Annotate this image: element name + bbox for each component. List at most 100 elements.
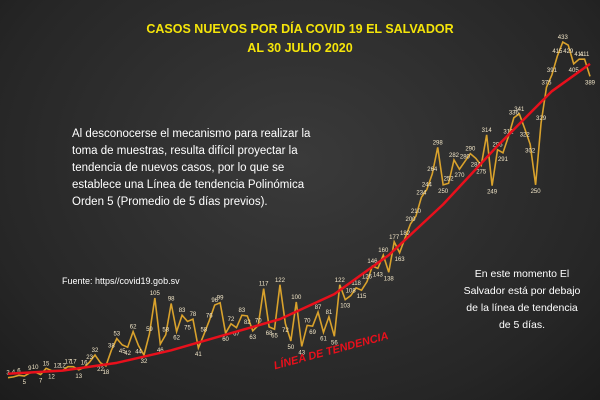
data-label: 252: [444, 176, 455, 182]
data-label: 375: [541, 80, 552, 86]
data-label: 210: [411, 209, 422, 215]
data-label: 67: [233, 332, 240, 338]
data-label: 12: [54, 364, 61, 370]
data-label: 433: [558, 35, 569, 41]
data-label: 249: [487, 190, 498, 196]
data-label: 15: [43, 361, 50, 367]
description: Al desconocerse el mecanismo para realiz…: [72, 128, 311, 208]
data-label: 389: [585, 80, 596, 86]
data-label: 87: [315, 305, 322, 311]
trend-line: [7, 62, 591, 376]
data-label: 38: [108, 343, 115, 349]
title-block: CASOS NUEVOS POR DÍA COVID 19 EL SALVADO…: [0, 20, 600, 58]
data-label: 17: [70, 360, 77, 366]
data-label: 63: [249, 335, 256, 341]
source: Fuente: https//covid19.gob.sv: [62, 276, 180, 286]
data-label: 76: [206, 314, 213, 320]
data-label: 329: [536, 116, 547, 122]
data-label: 12: [48, 375, 55, 381]
data-label: 61: [320, 336, 327, 342]
data-label: 78: [190, 312, 197, 318]
chart-title: CASOS NUEVOS POR DÍA COVID 19 EL SALVADO…: [146, 22, 454, 36]
data-label: 146: [367, 259, 378, 265]
data-label: 411: [574, 52, 584, 58]
data-label: 405: [569, 68, 580, 74]
data-label: 138: [384, 276, 395, 282]
data-label: 46: [157, 348, 164, 354]
data-label: 69: [309, 330, 316, 336]
data-label: 177: [389, 235, 400, 241]
data-label: 56: [331, 340, 338, 346]
data-label: 5: [23, 380, 27, 386]
data-label: 18: [103, 370, 110, 376]
data-label: 9: [28, 366, 32, 372]
data-label: 284: [471, 162, 482, 168]
data-label: 122: [275, 278, 286, 284]
data-label: 60: [222, 337, 229, 343]
data-label: 50: [287, 345, 294, 351]
data-label: 100: [291, 295, 302, 301]
data-label: 117: [259, 282, 269, 288]
data-label: 163: [395, 257, 406, 263]
data-label: 429: [563, 49, 574, 55]
data-label: 6: [17, 368, 21, 374]
chart-subtitle: AL 30 JULIO 2020: [247, 41, 353, 55]
data-label: 16: [81, 361, 88, 367]
data-label: 108: [346, 289, 357, 295]
data-label: 264: [427, 167, 438, 173]
data-label: 43: [298, 350, 305, 356]
data-label: 68: [266, 331, 273, 337]
data-label: 250: [531, 189, 542, 195]
data-label: 99: [217, 296, 224, 302]
data-label: 23: [86, 355, 93, 361]
data-label: 411: [580, 52, 590, 58]
data-label: 336: [509, 111, 520, 117]
data-label: 62: [173, 336, 180, 342]
data-label: 291: [498, 157, 509, 163]
data-label: 118: [351, 281, 361, 287]
data-label: 160: [378, 248, 389, 254]
data-label: 81: [326, 310, 333, 316]
data-label: 415: [552, 49, 563, 55]
data-label: 182: [400, 231, 411, 237]
data-label: 72: [228, 317, 235, 323]
data-label: 275: [476, 169, 487, 175]
data-label: 17: [64, 360, 71, 366]
data-label: 70: [255, 318, 262, 324]
data-label: 244: [422, 183, 433, 189]
data-label: 98: [168, 297, 175, 303]
data-label: 22: [97, 367, 104, 373]
data-label: 105: [150, 291, 161, 297]
data-label: 62: [130, 325, 137, 331]
data-label: 7: [39, 379, 43, 385]
data-label: 45: [119, 349, 126, 355]
data-label: 72: [282, 328, 289, 334]
data-label: 12: [59, 364, 66, 370]
data-label: 270: [454, 173, 465, 179]
data-label: 58: [162, 328, 169, 334]
data-label: 10: [32, 365, 39, 371]
data-label: 341: [514, 107, 525, 113]
data-label: 282: [449, 153, 460, 159]
data-label: 96: [211, 298, 218, 304]
data-label: 312: [503, 129, 514, 135]
data-label: 75: [184, 325, 191, 331]
data-label: 59: [146, 327, 153, 333]
data-label: 41: [195, 352, 202, 358]
data-label: 126: [362, 275, 373, 281]
data-label: 122: [335, 278, 346, 284]
data-label: 234: [416, 190, 427, 196]
data-label: 70: [304, 318, 311, 324]
data-label: 322: [520, 133, 531, 139]
data-label: 250: [438, 189, 449, 195]
data-label: 298: [433, 140, 444, 146]
data-label: 302: [525, 148, 536, 154]
data-label: 13: [75, 374, 82, 380]
note: En este momento El Salvador está por deb…: [463, 268, 581, 331]
data-label: 103: [340, 304, 351, 310]
data-label: 83: [239, 308, 246, 314]
data-label: 53: [113, 332, 120, 338]
data-label: 200: [405, 217, 416, 223]
